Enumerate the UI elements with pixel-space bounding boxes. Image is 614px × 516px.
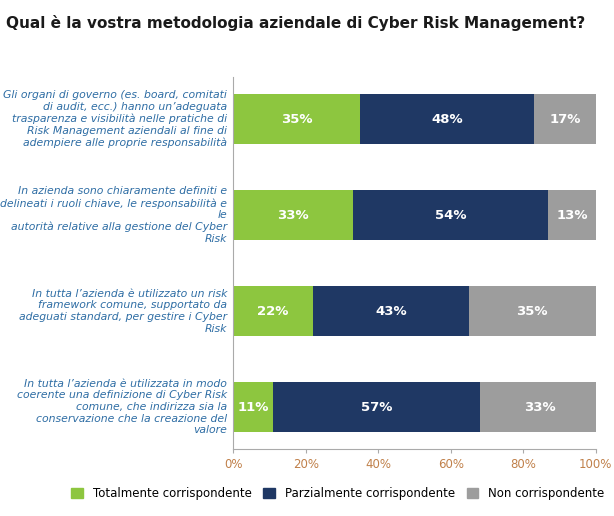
Bar (273, 382, 480, 432)
Text: In azienda sono chiaramente definiti e
delineati i ruoli chiave, le responsabili: In azienda sono chiaramente definiti e d… (0, 186, 227, 244)
Text: 13%: 13% (556, 208, 588, 222)
Text: In tutta l’azienda è utilizzata in modo
coerente una definizione di Cyber Risk
c: In tutta l’azienda è utilizzata in modo … (17, 379, 227, 436)
Bar (233, 286, 313, 336)
Text: Gli organi di governo (es. board, comitati
di audit, ecc.) hanno un’adeguata
tra: Gli organi di governo (es. board, comita… (3, 90, 227, 148)
Text: 17%: 17% (549, 112, 580, 126)
Bar (480, 382, 599, 432)
Text: 11%: 11% (238, 400, 269, 414)
Bar (469, 286, 596, 336)
Text: Qual è la vostra metodologia aziendale di Cyber Risk Management?: Qual è la vostra metodologia aziendale d… (6, 15, 585, 31)
Text: 57%: 57% (361, 400, 392, 414)
Legend: Totalmente corrispondente, Parzialmente corrispondente, Non corrispondente: Totalmente corrispondente, Parzialmente … (67, 482, 608, 505)
Text: 54%: 54% (435, 208, 467, 222)
Text: 22%: 22% (257, 304, 289, 318)
Text: 48%: 48% (431, 112, 463, 126)
Text: 35%: 35% (516, 304, 548, 318)
Bar (534, 94, 596, 144)
Text: 33%: 33% (278, 208, 309, 222)
Bar (548, 190, 596, 240)
Text: 35%: 35% (281, 112, 313, 126)
Bar (233, 94, 360, 144)
Bar (233, 190, 353, 240)
Bar (313, 286, 469, 336)
Text: In tutta l’azienda è utilizzato un risk
framework comune, supportato da
adeguati: In tutta l’azienda è utilizzato un risk … (19, 289, 227, 333)
Text: 33%: 33% (524, 400, 555, 414)
Bar (353, 190, 548, 240)
Text: 43%: 43% (375, 304, 406, 318)
Bar (233, 382, 273, 432)
Bar (360, 94, 534, 144)
